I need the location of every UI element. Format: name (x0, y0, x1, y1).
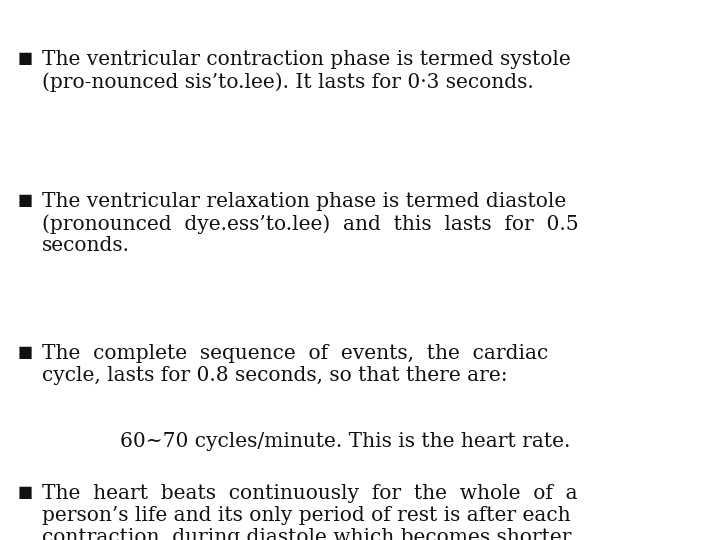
Text: (pro-nounced sis’to.lee). It lasts for 0·3 seconds.: (pro-nounced sis’to.lee). It lasts for 0… (42, 72, 534, 92)
Text: 60~70 cycles/minute. This is the heart rate.: 60~70 cycles/minute. This is the heart r… (120, 432, 570, 451)
Text: ■: ■ (18, 50, 33, 67)
Text: (pronounced  dye.ess’to.lee)  and  this  lasts  for  0.5: (pronounced dye.ess’to.lee) and this las… (42, 214, 579, 234)
Text: person’s life and its only period of rest is after each: person’s life and its only period of res… (42, 506, 571, 525)
Text: The ventricular relaxation phase is termed diastole: The ventricular relaxation phase is term… (42, 192, 566, 211)
Text: contraction, during diastole which becomes shorter.: contraction, during diastole which becom… (42, 528, 575, 540)
Text: ■: ■ (18, 344, 33, 361)
Text: The ventricular contraction phase is termed systole: The ventricular contraction phase is ter… (42, 50, 571, 69)
Text: ■: ■ (18, 484, 33, 501)
Text: ■: ■ (18, 192, 33, 209)
Text: The  heart  beats  continuously  for  the  whole  of  a: The heart beats continuously for the who… (42, 484, 577, 503)
Text: seconds.: seconds. (42, 236, 130, 255)
Text: The  complete  sequence  of  events,  the  cardiac: The complete sequence of events, the car… (42, 344, 548, 363)
Text: cycle, lasts for 0.8 seconds, so that there are:: cycle, lasts for 0.8 seconds, so that th… (42, 366, 508, 385)
